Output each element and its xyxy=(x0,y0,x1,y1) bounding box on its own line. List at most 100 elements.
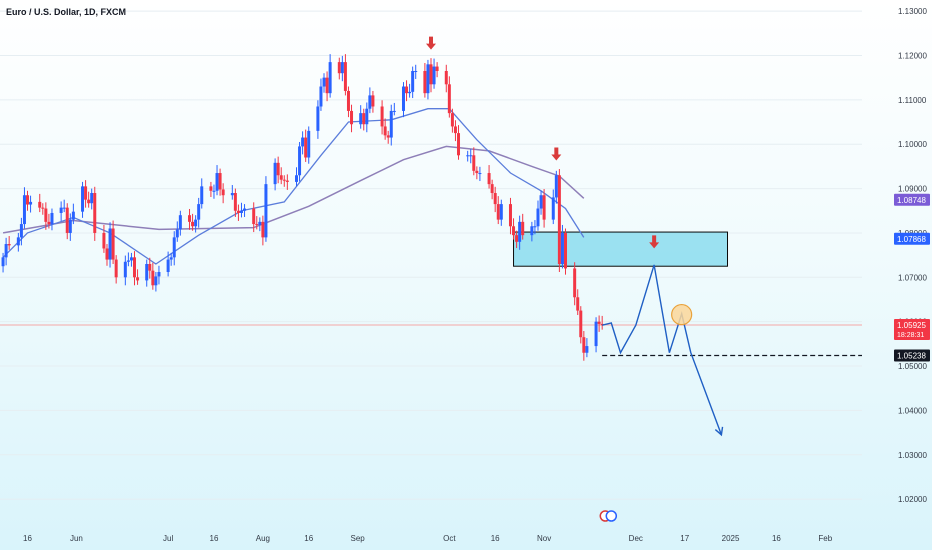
candle xyxy=(319,78,323,111)
candle xyxy=(22,187,26,229)
candle-body xyxy=(273,162,277,185)
candle xyxy=(215,165,219,196)
chart-title: Euro / U.S. Dollar, 1D, FXCM xyxy=(6,7,127,17)
candle-body xyxy=(530,226,534,236)
candle-body xyxy=(579,310,583,338)
candle xyxy=(191,213,195,231)
candle xyxy=(414,64,418,79)
candle-body xyxy=(19,224,23,238)
candle-body xyxy=(450,113,454,127)
candle xyxy=(129,252,133,267)
candle-body xyxy=(126,260,130,262)
candle xyxy=(518,215,522,250)
candle xyxy=(151,262,155,290)
candle xyxy=(328,54,332,98)
candle xyxy=(515,230,519,249)
y-axis: 1.130001.120001.110001.100001.090001.080… xyxy=(898,7,927,504)
x-tick-label: Dec xyxy=(629,534,643,543)
candle xyxy=(218,168,222,196)
candle xyxy=(145,259,149,287)
candle xyxy=(542,189,546,228)
candle-body xyxy=(71,211,75,220)
candle xyxy=(386,130,390,144)
candle-body xyxy=(258,221,262,225)
candle-body xyxy=(215,173,219,191)
candle-body xyxy=(307,130,311,158)
price-tag-bg xyxy=(894,193,930,206)
candle-body xyxy=(111,228,115,260)
candle-body xyxy=(539,195,543,209)
candle-body xyxy=(129,257,133,261)
candle-body xyxy=(563,232,567,269)
candle xyxy=(426,59,430,100)
candle xyxy=(81,181,85,218)
candle-body xyxy=(435,66,439,71)
candle xyxy=(401,82,405,118)
candle xyxy=(371,90,375,113)
candle xyxy=(200,178,204,209)
candle-body xyxy=(362,113,366,125)
candle-body xyxy=(518,221,522,242)
x-tick-label: Jun xyxy=(70,534,83,543)
candle xyxy=(108,222,112,268)
candle-body xyxy=(62,207,66,209)
candle-body xyxy=(576,297,580,311)
candle xyxy=(47,213,51,229)
candle xyxy=(307,126,311,164)
candle xyxy=(487,165,491,189)
candle xyxy=(380,100,384,135)
candle xyxy=(560,224,564,269)
candle xyxy=(154,271,158,292)
y-tick-label: 1.11000 xyxy=(898,96,927,105)
x-tick-label: Feb xyxy=(818,534,832,543)
candle xyxy=(243,204,247,217)
candle xyxy=(472,147,476,176)
candle-body xyxy=(499,204,503,220)
y-tick-label: 1.13000 xyxy=(898,7,927,16)
candle-body xyxy=(233,193,237,211)
y-tick-label: 1.05000 xyxy=(898,362,927,371)
candle xyxy=(172,231,176,266)
candle-body xyxy=(469,155,473,157)
candle xyxy=(44,202,48,230)
candle-body xyxy=(392,110,396,112)
candle xyxy=(350,104,354,133)
candle-body xyxy=(472,155,476,171)
candle-body xyxy=(102,232,106,249)
candle-body xyxy=(114,259,118,278)
candle xyxy=(582,330,586,361)
candle xyxy=(282,175,286,187)
candle-body xyxy=(264,184,268,238)
candle xyxy=(429,58,433,93)
candle-body xyxy=(154,276,158,286)
candle-body xyxy=(512,226,516,236)
candle-body xyxy=(178,215,182,230)
candle-body xyxy=(533,226,537,228)
candle-body xyxy=(41,207,45,209)
candle xyxy=(346,86,350,118)
price-tag-label: 1.05238 xyxy=(897,351,926,360)
candle-body xyxy=(87,199,91,204)
candle xyxy=(178,210,182,236)
candle-body xyxy=(432,66,436,85)
candle-body xyxy=(279,175,283,180)
candle xyxy=(212,184,216,199)
candle-body xyxy=(554,175,558,198)
price-tag-label: 1.08748 xyxy=(897,196,926,205)
candle xyxy=(114,255,118,284)
candle xyxy=(16,232,20,252)
candle-body xyxy=(423,70,427,94)
candle-body xyxy=(319,86,323,107)
candle-body xyxy=(90,193,94,204)
candle-body xyxy=(515,235,519,242)
candle-body xyxy=(157,271,161,277)
x-tick-label: 16 xyxy=(491,534,500,543)
candle xyxy=(148,257,152,279)
price-tag-bg xyxy=(894,232,930,245)
candle-body xyxy=(444,70,448,85)
candle xyxy=(493,186,497,213)
candle xyxy=(26,190,30,211)
resistance-zone xyxy=(513,231,729,267)
candle xyxy=(236,204,240,221)
